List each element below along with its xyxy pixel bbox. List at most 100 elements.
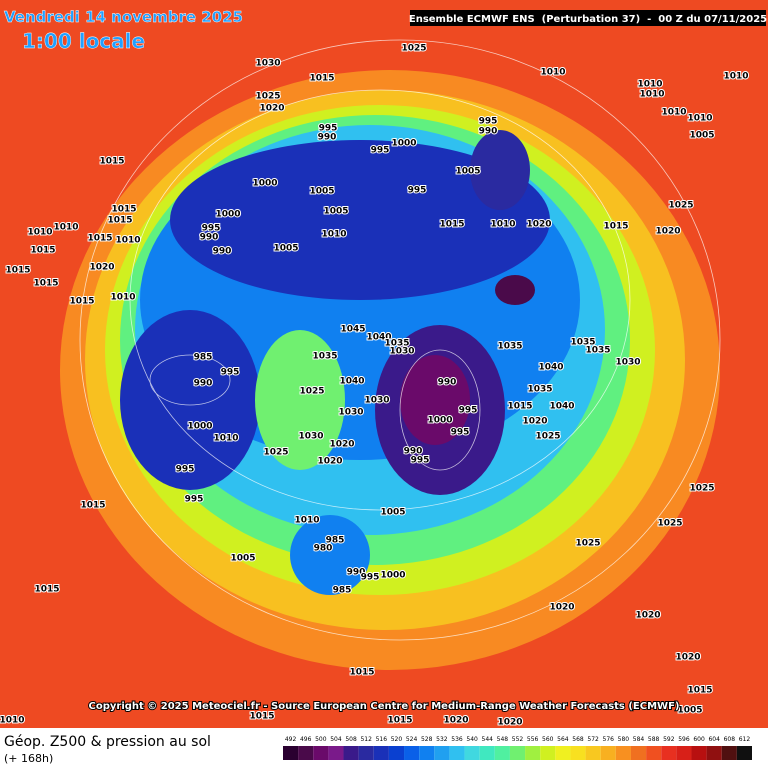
isobar-label: 1035: [497, 342, 522, 352]
colorbar-cell: [449, 746, 465, 760]
isobar-label: 1010: [110, 293, 135, 303]
isobar-label: 1005: [677, 706, 702, 716]
isobar-label: 1025: [689, 484, 714, 494]
isobar-label: 1030: [338, 408, 363, 418]
colorbar: 492 496 500 504 508 512 516 520 524 528 532 536 540 5…: [283, 736, 752, 760]
colorbar-cell: [313, 746, 329, 760]
colorbar-label: 552: [512, 736, 524, 743]
isobar-label: 1020: [89, 263, 114, 273]
isobar-label: 990: [200, 233, 219, 243]
isobar-label: 1015: [87, 234, 112, 244]
isobar-label: 995: [361, 573, 380, 583]
isobar-label: 1045: [340, 325, 365, 335]
isobar-label: 995: [411, 456, 430, 466]
footer-lead: (+ 168h): [4, 752, 53, 765]
colorbar-cell: [676, 746, 692, 760]
isobar-label: 1005: [230, 554, 255, 564]
isobar-label: 1035: [312, 352, 337, 362]
colorbar-cell: [343, 746, 359, 760]
isobar-label: 995: [451, 428, 470, 438]
colorbar-label: 596: [678, 736, 690, 743]
colorbar-label: 576: [603, 736, 615, 743]
isobar-label: 995: [185, 495, 204, 505]
isobar-label: 1025: [299, 387, 324, 397]
isobar-label: 1015: [309, 74, 334, 84]
colorbar-label: 516: [376, 736, 388, 743]
colorbar-cell: [404, 746, 420, 760]
colorbar-cell: [585, 746, 601, 760]
copyright: Copyright © 2025 Meteociel.fr - Source E…: [89, 701, 680, 712]
isobar-label: 1015: [107, 216, 132, 226]
colorbar-cell: [434, 746, 450, 760]
isobar-label: 985: [194, 353, 213, 363]
colorbar-label: 496: [300, 736, 312, 743]
colorbar-label: 588: [648, 736, 660, 743]
isobar-label: 1040: [549, 402, 574, 412]
colorbar-cell: [494, 746, 510, 760]
colorbar-label: 612: [739, 736, 751, 743]
isobar-label: 995: [459, 406, 478, 416]
isobar-label: 1040: [538, 363, 563, 373]
isobar-label: 1000: [427, 416, 452, 426]
isobar-label: 980: [314, 544, 333, 554]
colorbar-cell: [691, 746, 707, 760]
isobar-label: 1000: [380, 571, 405, 581]
isobar-label: 1010: [213, 434, 238, 444]
isobar-label: 1020: [329, 440, 354, 450]
isobar-label: 1015: [249, 712, 274, 722]
colorbar-cell: [570, 746, 586, 760]
colorbar-label: 548: [497, 736, 509, 743]
isobar-label: 1010: [294, 516, 319, 526]
isobar-label: 995: [176, 465, 195, 475]
colorbar-label: 568: [572, 736, 584, 743]
isobar-label: 1015: [387, 716, 412, 726]
colorbar-cell: [615, 746, 631, 760]
colorbar-label: 544: [482, 736, 494, 743]
isobar-label: 1015: [33, 279, 58, 289]
isobar-label: 1015: [439, 220, 464, 230]
isobar-label: 1010: [321, 230, 346, 240]
colorbar-cell: [706, 746, 722, 760]
colorbar-cell: [630, 746, 647, 760]
isobar-label: 1020: [443, 716, 468, 726]
isobar-label: 1035: [585, 346, 610, 356]
colorbar-label: 604: [708, 736, 720, 743]
date: Vendredi 14 novembre 2025: [4, 8, 243, 26]
isobar-label: 1010: [27, 228, 52, 238]
isobar-label: 1010: [490, 220, 515, 230]
isobars: [79, 39, 721, 641]
isobar-label: 1015: [30, 246, 55, 256]
colorbar-cell: [721, 746, 737, 760]
colorbar-label: 564: [557, 736, 569, 743]
isobar-label: 995: [319, 124, 338, 134]
isobar-label: 1015: [5, 266, 30, 276]
time: 1:00 locale: [22, 29, 145, 53]
colorbar-cell: [298, 746, 314, 760]
colorbar-cell: [509, 746, 526, 760]
isobar-label: 1015: [80, 501, 105, 511]
isobar-label: 1020: [675, 653, 700, 663]
isobar-label: 1010: [723, 72, 748, 82]
isobar-label: 1025: [575, 539, 600, 549]
height-field: [60, 70, 720, 670]
isobar-label: 1010: [115, 236, 140, 246]
colorbar-cell: [479, 746, 495, 760]
colorbar-label: 508: [345, 736, 357, 743]
isobar-label: 1030: [364, 396, 389, 406]
isobar-label: 1025: [657, 519, 682, 529]
isobar-label: 1010: [687, 114, 712, 124]
colorbar-cell: [358, 746, 374, 760]
isobar-label: 1030: [389, 347, 414, 357]
isobar-label: 995: [221, 368, 240, 378]
isobar-label: 995: [371, 146, 390, 156]
isobar-label: 1000: [252, 179, 277, 189]
isobar-label: 1035: [384, 339, 409, 349]
colorbar-label: 592: [663, 736, 675, 743]
isobar-label: 995: [408, 186, 427, 196]
isobar-label: 1020: [259, 104, 284, 114]
isobar-label: 1005: [273, 244, 298, 254]
colorbar-label: 504: [330, 736, 342, 743]
isobar-label: 990: [404, 447, 423, 457]
colorbar-label: 556: [527, 736, 539, 743]
colorbar-label: 584: [633, 736, 645, 743]
